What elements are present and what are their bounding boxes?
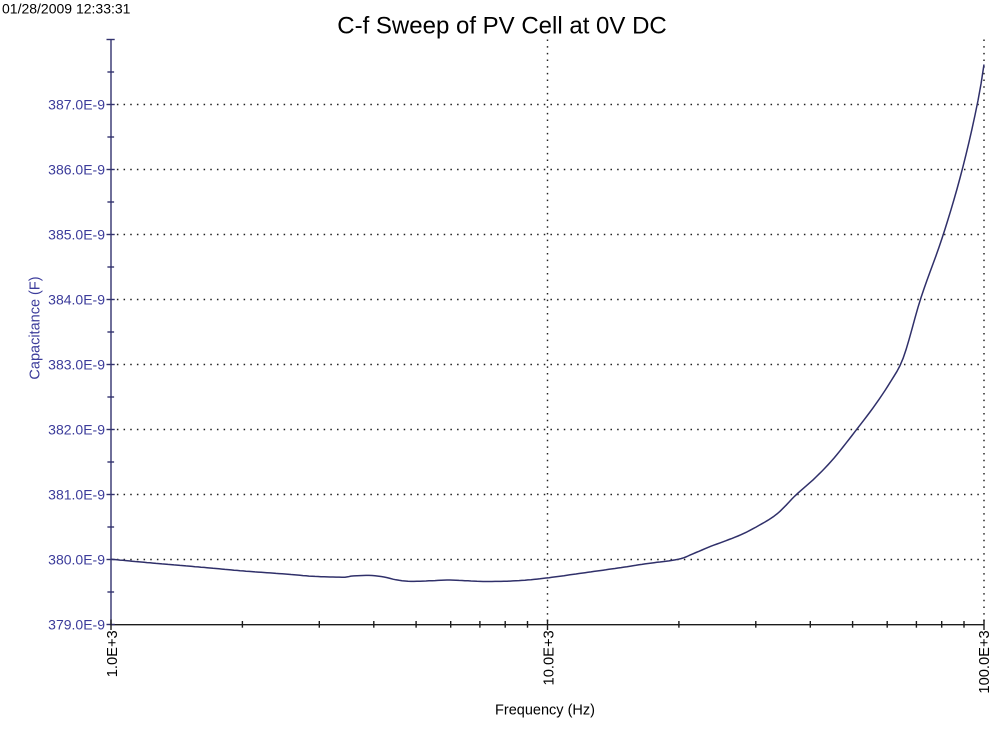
svg-text:385.0E-9: 385.0E-9 xyxy=(48,227,105,243)
svg-text:Capacitance (F): Capacitance (F) xyxy=(28,276,44,379)
svg-text:379.0E-9: 379.0E-9 xyxy=(48,617,105,633)
svg-text:01/28/2009 12:33:31: 01/28/2009 12:33:31 xyxy=(2,1,131,17)
svg-text:1.0E+3: 1.0E+3 xyxy=(105,630,121,677)
svg-text:10.0E+3: 10.0E+3 xyxy=(542,630,558,685)
svg-text:383.0E-9: 383.0E-9 xyxy=(48,357,105,373)
svg-text:100.0E+3: 100.0E+3 xyxy=(977,630,993,693)
svg-text:C-f Sweep of PV Cell at 0V DC: C-f Sweep of PV Cell at 0V DC xyxy=(337,13,666,40)
svg-text:386.0E-9: 386.0E-9 xyxy=(48,162,105,178)
svg-text:384.0E-9: 384.0E-9 xyxy=(48,292,105,308)
svg-text:Frequency (Hz): Frequency (Hz) xyxy=(495,703,595,719)
svg-text:381.0E-9: 381.0E-9 xyxy=(48,487,105,503)
svg-text:380.0E-9: 380.0E-9 xyxy=(48,552,105,568)
svg-text:387.0E-9: 387.0E-9 xyxy=(48,97,105,113)
svg-text:382.0E-9: 382.0E-9 xyxy=(48,422,105,438)
